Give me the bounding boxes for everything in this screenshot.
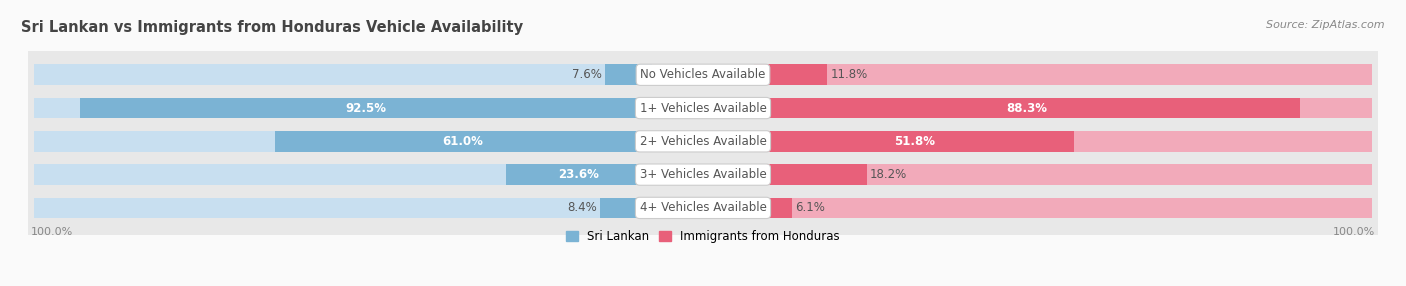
Bar <box>755 64 827 85</box>
Text: 8.4%: 8.4% <box>567 201 596 214</box>
Text: 61.0%: 61.0% <box>443 135 484 148</box>
Bar <box>755 198 1372 218</box>
Bar <box>755 164 1372 185</box>
Bar <box>34 164 651 185</box>
Text: 100.0%: 100.0% <box>1333 227 1375 237</box>
Text: 6.1%: 6.1% <box>794 201 825 214</box>
Text: 1+ Vehicles Available: 1+ Vehicles Available <box>640 102 766 115</box>
Bar <box>274 131 651 152</box>
Bar <box>755 164 868 185</box>
Text: 23.6%: 23.6% <box>558 168 599 181</box>
Bar <box>755 131 1074 152</box>
Text: 2+ Vehicles Available: 2+ Vehicles Available <box>640 135 766 148</box>
Text: 4+ Vehicles Available: 4+ Vehicles Available <box>640 201 766 214</box>
Bar <box>34 64 651 85</box>
Bar <box>506 164 651 185</box>
Bar <box>755 198 792 218</box>
Text: Sri Lankan vs Immigrants from Honduras Vehicle Availability: Sri Lankan vs Immigrants from Honduras V… <box>21 20 523 35</box>
Text: 18.2%: 18.2% <box>870 168 907 181</box>
Text: 100.0%: 100.0% <box>31 227 73 237</box>
Bar <box>34 198 651 218</box>
Bar <box>599 198 651 218</box>
Text: Source: ZipAtlas.com: Source: ZipAtlas.com <box>1267 20 1385 30</box>
FancyBboxPatch shape <box>27 169 1379 247</box>
Bar <box>755 98 1301 118</box>
Bar <box>605 64 651 85</box>
Text: 88.3%: 88.3% <box>1007 102 1047 115</box>
Bar <box>34 98 651 118</box>
Bar <box>80 98 651 118</box>
Bar <box>34 131 651 152</box>
Text: 51.8%: 51.8% <box>894 135 935 148</box>
FancyBboxPatch shape <box>27 69 1379 147</box>
Bar <box>755 131 1372 152</box>
Text: No Vehicles Available: No Vehicles Available <box>640 68 766 81</box>
Text: 92.5%: 92.5% <box>346 102 387 115</box>
Text: 7.6%: 7.6% <box>572 68 602 81</box>
FancyBboxPatch shape <box>27 136 1379 214</box>
Text: 11.8%: 11.8% <box>830 68 868 81</box>
FancyBboxPatch shape <box>27 36 1379 114</box>
Text: 3+ Vehicles Available: 3+ Vehicles Available <box>640 168 766 181</box>
Bar <box>755 64 1372 85</box>
Bar <box>755 98 1372 118</box>
Legend: Sri Lankan, Immigrants from Honduras: Sri Lankan, Immigrants from Honduras <box>567 230 839 243</box>
FancyBboxPatch shape <box>27 102 1379 180</box>
